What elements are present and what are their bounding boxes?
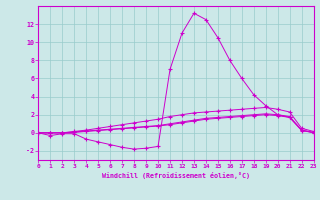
- X-axis label: Windchill (Refroidissement éolien,°C): Windchill (Refroidissement éolien,°C): [102, 172, 250, 179]
